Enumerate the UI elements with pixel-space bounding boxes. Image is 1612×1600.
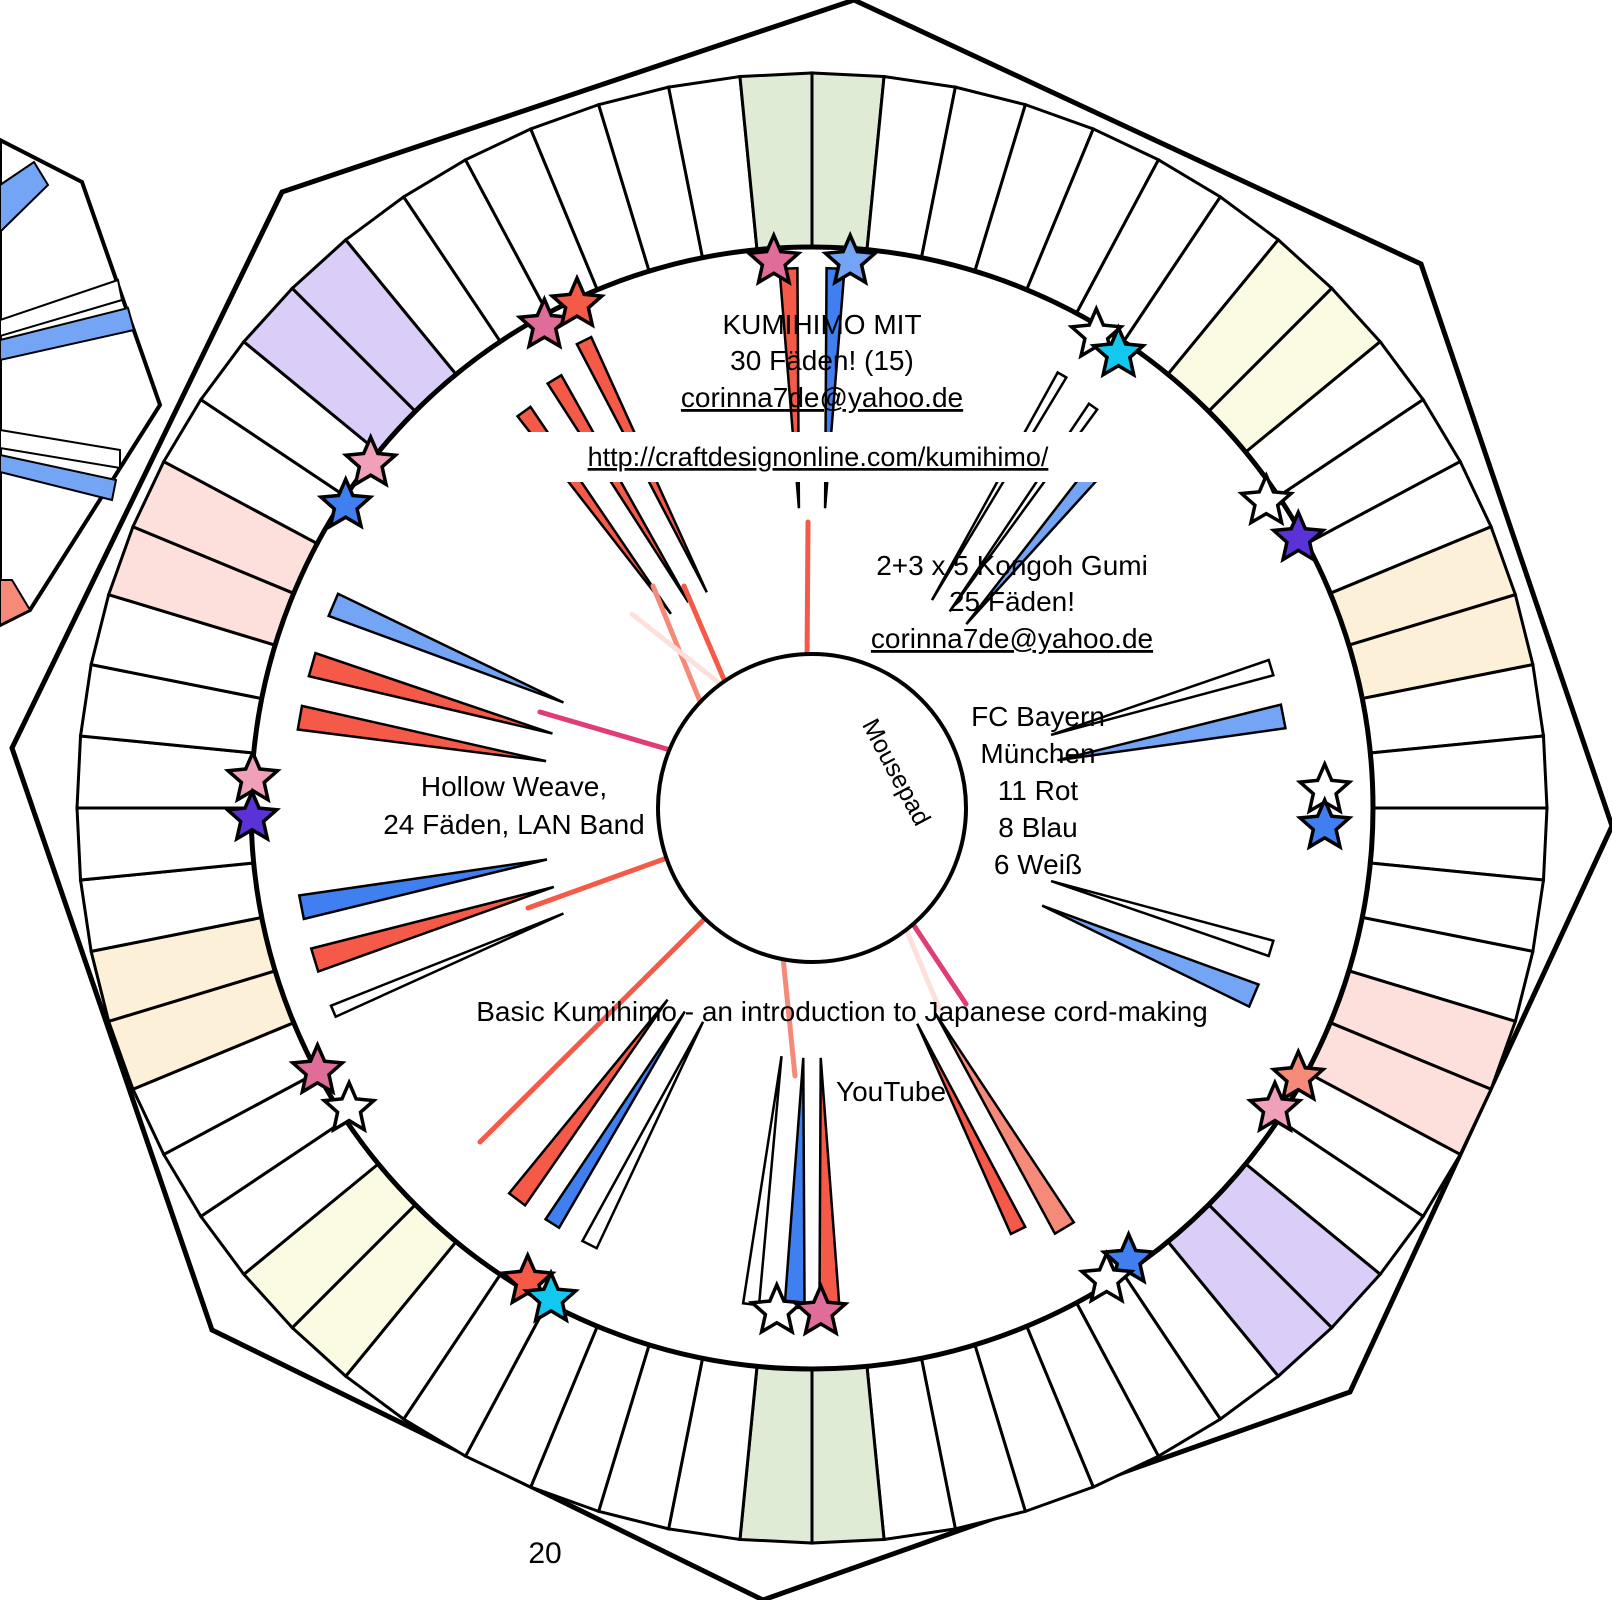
star-marker [1269, 1047, 1328, 1103]
kongoh-line-2: 25 Fäden! [949, 586, 1075, 617]
star-marker [791, 1281, 850, 1337]
neighbor-disk [0, 137, 163, 628]
thread-wedges [296, 266, 1287, 1310]
bayern-line-2: München [980, 738, 1095, 769]
hollow-line-2: 24 Fäden, LAN Band [383, 809, 645, 840]
thread-wedge [309, 885, 555, 974]
thread-wedge [741, 1055, 783, 1307]
title-line-2: 30 Fäden! (15) [730, 345, 914, 376]
star-marker [744, 230, 803, 286]
star-marker [747, 1280, 806, 1336]
kongoh-email[interactable]: corinna7de@yahoo.de [871, 623, 1153, 654]
star-markers [223, 230, 1354, 1337]
thread-wedge [329, 912, 564, 1019]
thread-wedge [580, 1021, 705, 1250]
thread-wedge [507, 998, 669, 1208]
hollow-line-1: Hollow Weave, [421, 771, 607, 802]
basic-kumihimo-label: Basic Kumihimo - an introduction to Japa… [476, 996, 1207, 1027]
thread-wedge [296, 704, 547, 763]
thread-wedge [930, 370, 1069, 601]
star-marker [316, 474, 375, 530]
title-email[interactable]: corinna7de@yahoo.de [681, 382, 963, 413]
star-marker [548, 273, 607, 329]
thread-wedge [1041, 904, 1261, 1009]
thread-wedge [916, 1023, 1027, 1236]
star-marker [223, 787, 281, 843]
bayern-line-5: 6 Weiß [994, 849, 1082, 880]
title-line-1: KUMIHIMO MIT [722, 309, 921, 340]
thread-wedge [934, 1013, 1076, 1236]
star-marker [1077, 1249, 1136, 1305]
star-marker [341, 432, 400, 488]
url-backdrop [505, 432, 1130, 482]
thread-wedge [297, 858, 548, 921]
bayern-line-4: 8 Blau [998, 812, 1077, 843]
page-number: 20 [528, 1537, 561, 1570]
star-marker [1269, 507, 1328, 564]
thread-wedge [543, 1010, 686, 1230]
center-hole [656, 652, 968, 964]
youtube-label: YouTube [836, 1076, 946, 1107]
thread-wedge [1050, 879, 1275, 958]
bayern-line-3: 11 Rot [998, 775, 1079, 806]
url-link[interactable]: http://craftdesignonline.com/kumihimo/ [588, 442, 1049, 472]
star-marker [521, 1268, 580, 1324]
thread-wedge [326, 592, 565, 704]
star-marker [1237, 471, 1296, 527]
thread-wedge [1057, 703, 1287, 762]
kongoh-line-1: 2+3 x 5 Kongoh Gumi [876, 550, 1148, 581]
thread-wedge [1050, 658, 1275, 737]
star-marker [821, 230, 880, 286]
thread-wedge [307, 651, 553, 735]
star-marker [1295, 795, 1354, 851]
bayern-line-1: FC Bayern [971, 701, 1105, 732]
star-marker [288, 1040, 347, 1096]
star-marker [1246, 1078, 1304, 1134]
star-marker [1089, 323, 1148, 379]
star-marker [320, 1078, 378, 1134]
